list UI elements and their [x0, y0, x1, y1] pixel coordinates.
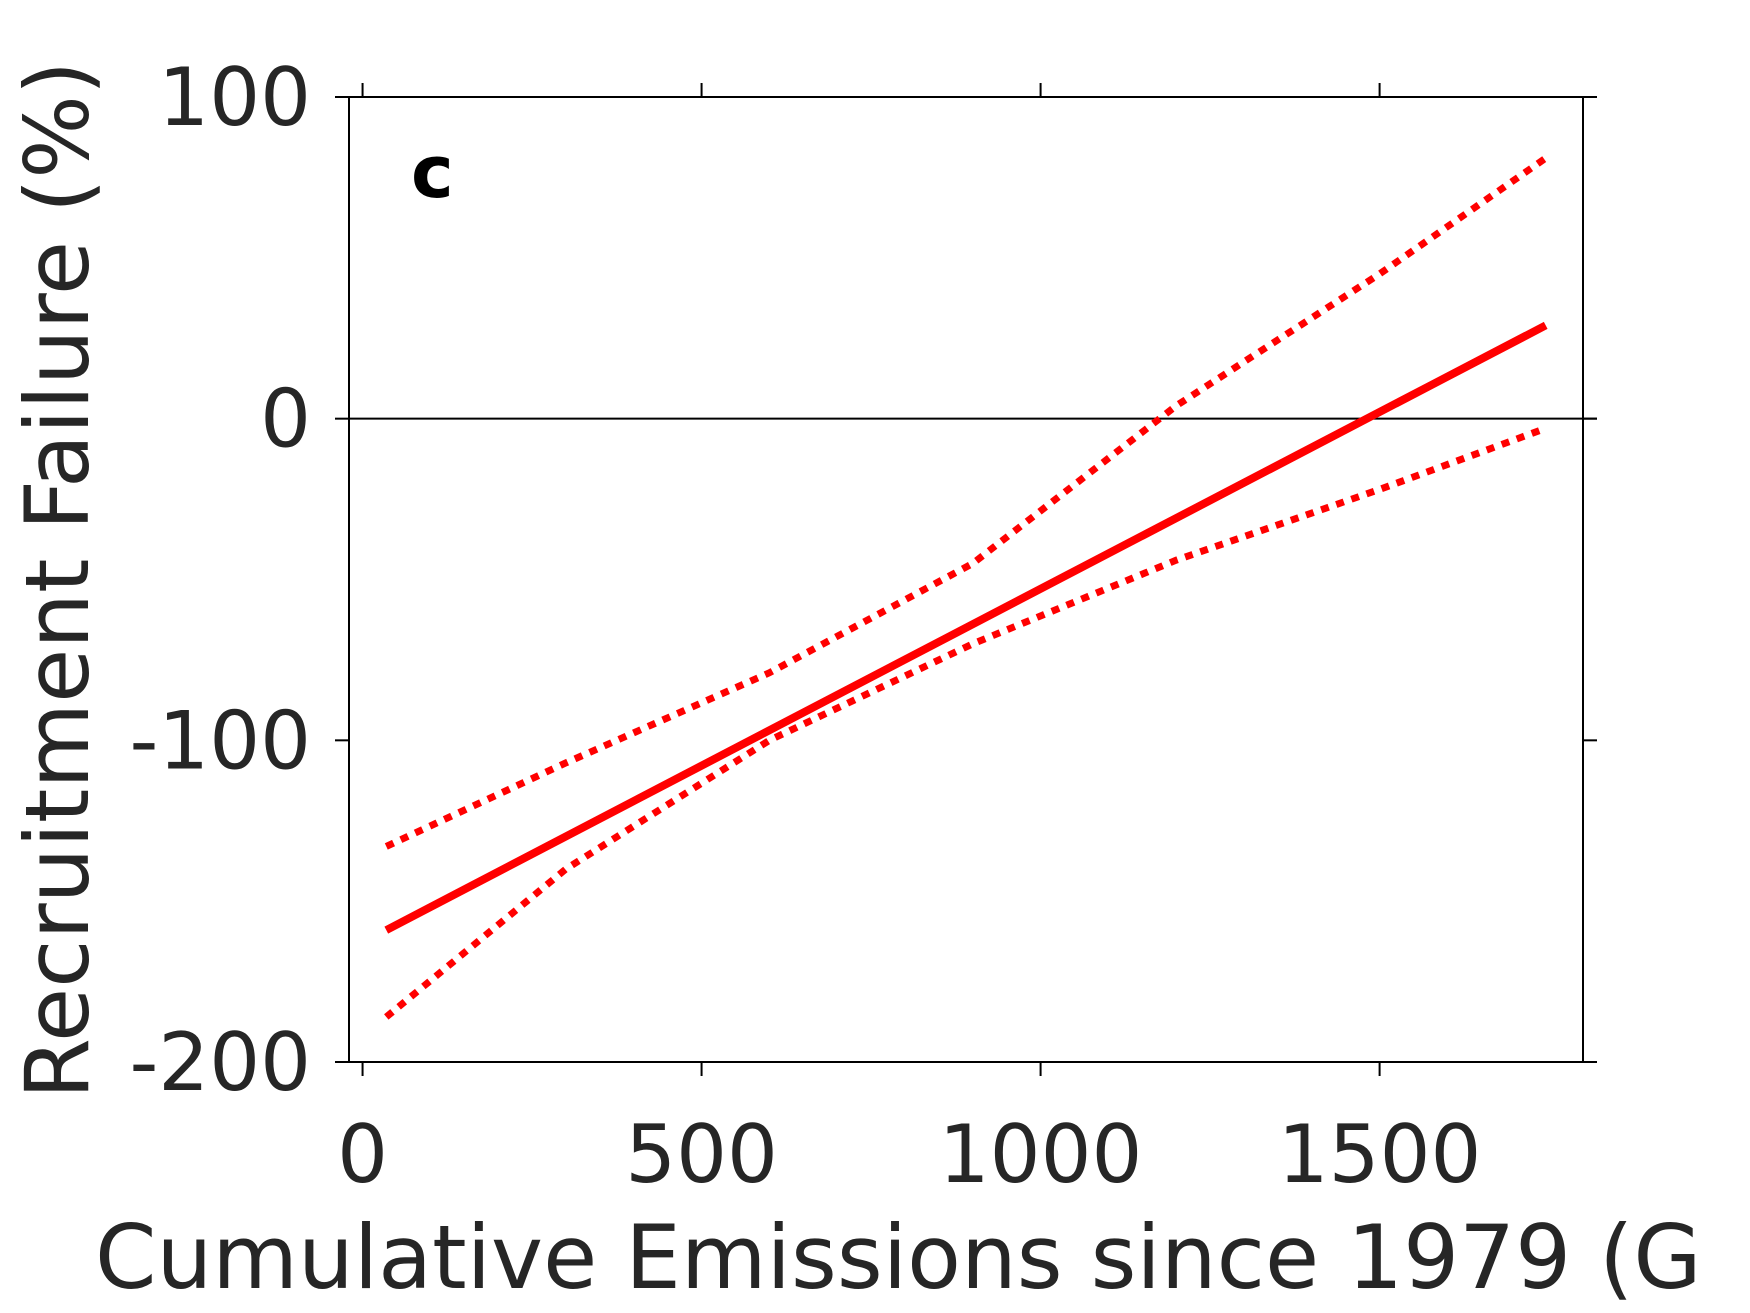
plot-border	[348, 96, 1584, 1063]
x-tick-label: 1000	[939, 1108, 1143, 1201]
series-line-solid	[384, 321, 1548, 934]
axis-ticks	[335, 83, 1597, 1076]
x-tick-label: 1500	[1278, 1108, 1482, 1201]
y-tick-label: -200	[129, 1016, 311, 1109]
series-line-dotted	[384, 155, 1548, 850]
y-tick-labels: -200 -100 0 100	[129, 51, 311, 1109]
y-axis-title: Recruitment Failure (%)	[6, 61, 109, 1100]
y-tick-label: 0	[260, 373, 311, 466]
x-tick-labels: 0 500 1000 1500	[337, 1108, 1481, 1201]
y-tick-label: 100	[158, 51, 311, 144]
x-tick-label: 500	[625, 1108, 778, 1201]
x-tick-label: 0	[337, 1108, 388, 1201]
series-line-dotted	[384, 425, 1547, 1020]
series-group	[384, 155, 1548, 1020]
x-axis-title: Cumulative Emissions since 1979 (G	[95, 1206, 1702, 1309]
y-tick-label: -100	[129, 694, 311, 787]
plot-frame	[348, 96, 1584, 1063]
panel-label: c	[411, 130, 454, 214]
